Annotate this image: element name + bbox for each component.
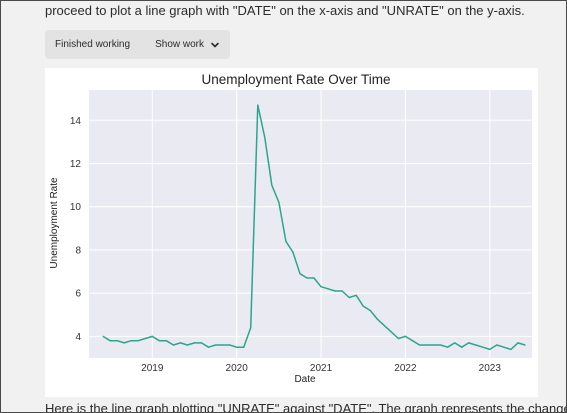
data-point xyxy=(440,344,442,346)
assistant-message-outro: Here is the line graph plotting "UNRATE"… xyxy=(45,401,567,413)
data-point xyxy=(130,340,132,342)
data-point xyxy=(123,342,125,344)
data-point xyxy=(334,290,336,292)
data-point xyxy=(186,344,188,346)
data-point xyxy=(362,305,364,307)
chevron-down-icon xyxy=(211,42,219,47)
work-status-label: Finished working xyxy=(55,39,131,50)
data-point xyxy=(179,342,181,344)
data-point xyxy=(404,335,406,337)
data-point xyxy=(369,309,371,312)
data-point xyxy=(397,337,399,340)
y-axis-label: Unemployment Rate xyxy=(49,177,60,269)
data-point xyxy=(327,288,329,290)
data-point xyxy=(517,342,519,344)
data-point xyxy=(193,342,196,344)
data-point xyxy=(165,340,167,342)
data-point xyxy=(390,331,392,333)
data-point xyxy=(447,346,449,348)
data-point xyxy=(489,348,491,350)
data-point xyxy=(243,346,245,348)
data-point xyxy=(200,342,203,344)
x-tick-label: 2020 xyxy=(226,363,249,374)
data-point xyxy=(292,251,294,253)
data-point xyxy=(278,201,280,203)
data-point xyxy=(109,340,111,342)
data-point xyxy=(418,344,421,346)
data-point xyxy=(236,346,238,348)
data-point xyxy=(496,344,498,346)
plot-area xyxy=(89,90,532,358)
data-point xyxy=(229,344,231,346)
data-point xyxy=(468,342,470,344)
data-point xyxy=(411,340,414,342)
data-point xyxy=(285,240,287,242)
x-tick-label: 2022 xyxy=(394,363,417,374)
show-work-label: Show work xyxy=(155,39,204,50)
x-tick-label: 2019 xyxy=(141,363,164,374)
data-point xyxy=(151,335,153,337)
data-point xyxy=(475,344,477,346)
data-point xyxy=(313,277,315,279)
data-point xyxy=(257,104,259,106)
data-point xyxy=(383,325,385,327)
y-tick-label: 4 xyxy=(75,332,81,343)
work-status-bar: Finished working Show work xyxy=(45,30,230,59)
data-point xyxy=(341,290,343,292)
data-point xyxy=(306,277,308,279)
y-tick-label: 6 xyxy=(75,289,81,300)
data-point xyxy=(376,318,378,320)
data-point xyxy=(454,342,456,344)
chart-title: Unemployment Rate Over Time xyxy=(201,72,390,87)
x-tick-label: 2023 xyxy=(479,363,502,374)
data-point xyxy=(264,136,266,139)
data-point xyxy=(425,344,428,346)
data-point xyxy=(524,344,526,346)
data-point xyxy=(207,346,210,348)
data-point xyxy=(158,340,160,342)
data-point xyxy=(348,296,350,299)
grid-lines xyxy=(89,90,532,358)
data-point xyxy=(510,348,512,350)
chart-image: Unemployment Rate Over Time 4 6 8 10 12 14 201… xyxy=(45,68,538,397)
unemployment-line-chart: Unemployment Rate Over Time 4 6 8 10 12 14 201… xyxy=(49,72,532,385)
data-series xyxy=(102,104,526,351)
data-point xyxy=(222,344,224,346)
data-point xyxy=(299,273,301,275)
y-tick-label: 12 xyxy=(70,159,82,170)
data-point xyxy=(355,294,357,296)
data-point xyxy=(461,346,463,348)
y-tick-label: 10 xyxy=(70,202,82,213)
data-point xyxy=(116,340,118,342)
data-point xyxy=(137,340,139,342)
y-tick-label: 14 xyxy=(70,116,82,127)
show-work-button[interactable]: Show work xyxy=(155,39,220,50)
data-point xyxy=(433,344,435,346)
axis-ticks: 4 6 8 10 12 14 2019 2020 2021 2022 2023 xyxy=(70,116,501,374)
x-axis-label: Date xyxy=(294,374,316,385)
data-point xyxy=(320,286,322,288)
x-tick-label: 2021 xyxy=(310,363,333,374)
data-point xyxy=(271,184,273,186)
data-point xyxy=(482,346,484,348)
data-point xyxy=(215,344,217,346)
y-tick-label: 8 xyxy=(75,245,81,256)
assistant-message-intro: proceed to plot a line graph with "DATE"… xyxy=(45,3,525,18)
data-point xyxy=(250,327,252,329)
data-point xyxy=(102,335,104,337)
data-point xyxy=(144,337,146,340)
data-point xyxy=(172,344,174,346)
data-point xyxy=(503,346,505,348)
